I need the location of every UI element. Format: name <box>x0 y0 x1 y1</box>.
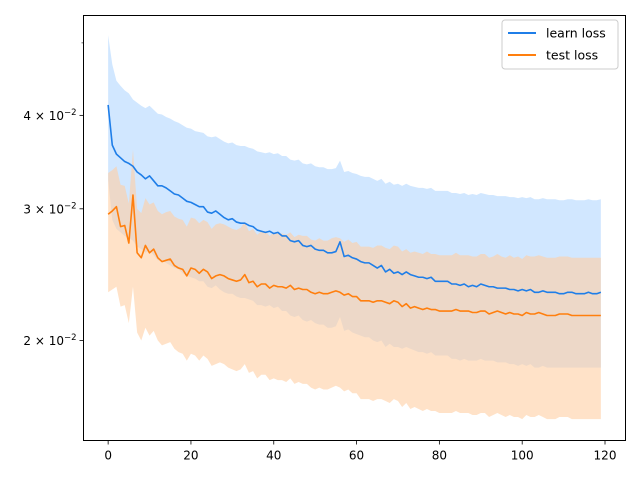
y-tick-label-1: 3 × 10−2 <box>23 201 76 216</box>
legend: learn loss test loss <box>501 19 619 70</box>
y-tick-label-0: 2 × 10−2 <box>23 333 76 348</box>
test-loss-band <box>108 149 601 420</box>
x-tick-label-60: 60 <box>349 449 364 463</box>
confidence-bands <box>108 35 601 420</box>
x-tick-label-40: 40 <box>266 449 281 463</box>
y-axis: 2 × 10−2 3 × 10−2 4 × 10−2 <box>23 42 84 348</box>
test-loss-line <box>107 194 601 317</box>
x-axis: 0 20 40 60 80 100 120 <box>104 440 617 463</box>
x-tick-label-100: 100 <box>511 449 534 463</box>
plot-frame <box>83 15 626 441</box>
legend-label-learn-loss: learn loss <box>546 26 606 41</box>
x-tick-label-120: 120 <box>594 449 617 463</box>
series-lines <box>107 104 602 317</box>
x-tick-label-80: 80 <box>432 449 447 463</box>
x-tick-label-0: 0 <box>104 449 112 463</box>
legend-label-test-loss: test loss <box>546 48 598 63</box>
y-tick-label-2: 4 × 10−2 <box>23 108 76 123</box>
learn-loss-line <box>107 104 602 295</box>
x-tick-label-20: 20 <box>183 449 198 463</box>
